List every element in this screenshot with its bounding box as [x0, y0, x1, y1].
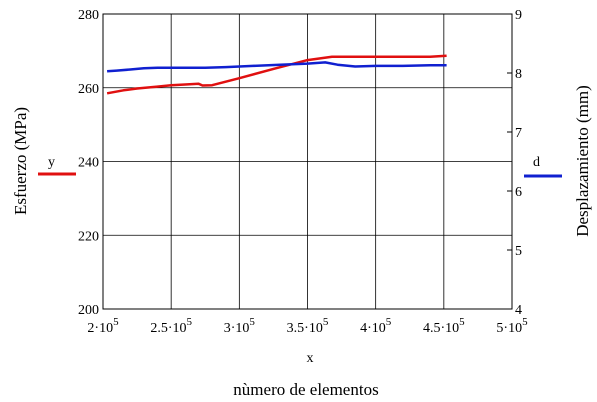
left-axis-ticks: 200 220 240 260 280: [78, 8, 99, 318]
left-tick-label-0: 200: [78, 303, 99, 318]
right-tick-label-1: 5: [515, 244, 522, 259]
x-axis-ticks: 2·105 2.5·105 3·105 3.5·105 4·105 4.5·105 5·10…: [87, 316, 528, 336]
x-tick-label-0: 2·105: [87, 316, 119, 336]
right-axis-ticks: 4 5 6 7 8 9: [507, 8, 522, 318]
chart-caption: nùmero de elementos: [233, 380, 378, 399]
left-tick-label-2: 240: [78, 156, 99, 171]
right-tick-label-4: 8: [515, 67, 522, 82]
gridlines: [103, 14, 512, 309]
x-axis-label: x: [307, 351, 314, 366]
right-tick-label-0: 4: [515, 303, 522, 318]
x-tick-label-5: 4.5·105: [423, 316, 465, 336]
y-axis-label-right: Desplazamiento (mm): [573, 85, 592, 237]
right-tick-label-5: 9: [515, 8, 522, 23]
legend-label-y: y: [48, 155, 55, 170]
y-axis-label-left: Esfuerzo (MPa): [11, 107, 30, 215]
left-tick-label-1: 220: [78, 229, 99, 244]
x-tick-label-2: 3·105: [224, 316, 256, 336]
left-tick-label-4: 280: [78, 8, 99, 23]
x-tick-label-6: 5·105: [496, 316, 528, 336]
x-tick-label-4: 4·105: [360, 316, 392, 336]
x-tick-label-3: 3.5·105: [287, 316, 329, 336]
x-tick-label-1: 2.5·105: [150, 316, 192, 336]
left-tick-label-3: 260: [78, 82, 99, 97]
legend-left: y: [38, 155, 76, 174]
right-tick-label-3: 7: [515, 126, 522, 141]
legend-label-d: d: [533, 155, 540, 170]
right-tick-label-2: 6: [515, 185, 522, 200]
legend-right: d: [524, 155, 562, 176]
